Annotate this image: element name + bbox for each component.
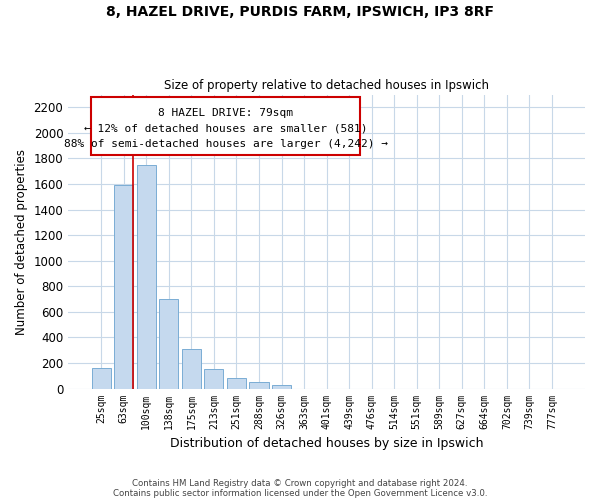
- Bar: [205, 368, 223, 388]
- Bar: [159, 299, 178, 388]
- Bar: [272, 386, 291, 388]
- Bar: [92, 368, 111, 388]
- Text: 8 HAZEL DRIVE: 79sqm: 8 HAZEL DRIVE: 79sqm: [158, 108, 293, 118]
- Bar: [114, 186, 133, 388]
- Bar: [137, 165, 156, 388]
- Y-axis label: Number of detached properties: Number of detached properties: [15, 148, 28, 334]
- Text: ← 12% of detached houses are smaller (581): ← 12% of detached houses are smaller (58…: [84, 124, 367, 134]
- Bar: [182, 349, 201, 389]
- Text: 8, HAZEL DRIVE, PURDIS FARM, IPSWICH, IP3 8RF: 8, HAZEL DRIVE, PURDIS FARM, IPSWICH, IP…: [106, 5, 494, 19]
- Text: 88% of semi-detached houses are larger (4,242) →: 88% of semi-detached houses are larger (…: [64, 140, 388, 149]
- FancyBboxPatch shape: [91, 97, 361, 154]
- Text: Contains HM Land Registry data © Crown copyright and database right 2024.: Contains HM Land Registry data © Crown c…: [132, 478, 468, 488]
- Text: Contains public sector information licensed under the Open Government Licence v3: Contains public sector information licen…: [113, 488, 487, 498]
- Bar: [227, 378, 246, 388]
- Bar: [250, 382, 269, 388]
- Title: Size of property relative to detached houses in Ipswich: Size of property relative to detached ho…: [164, 79, 489, 92]
- X-axis label: Distribution of detached houses by size in Ipswich: Distribution of detached houses by size …: [170, 437, 484, 450]
